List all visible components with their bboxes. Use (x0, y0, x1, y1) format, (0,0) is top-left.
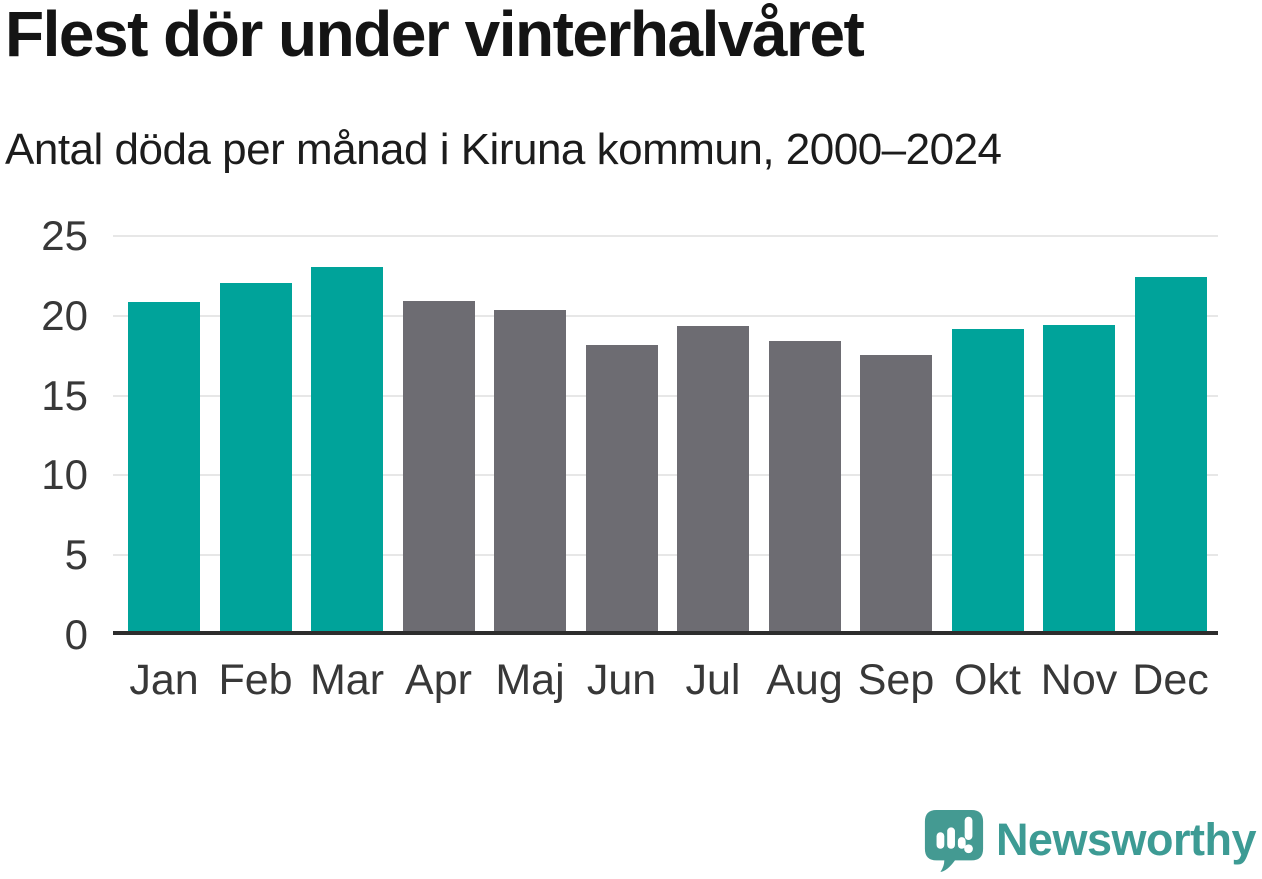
x-tick-label-dec: Dec (1132, 656, 1209, 704)
y-tick-label-0: 0 (64, 611, 88, 658)
gridline-10 (113, 474, 1218, 477)
newsworthy-logo-icon (924, 809, 984, 872)
x-tick-label-jul: Jul (685, 656, 741, 704)
gridline-5 (113, 554, 1218, 557)
gridline-15 (113, 394, 1218, 397)
bar-aug (768, 340, 841, 631)
bar-sep (860, 354, 932, 631)
brand-footer: Newsworthy (922, 807, 1257, 873)
x-tick-label-maj: Maj (495, 656, 565, 704)
chart-subtitle: Antal döda per månad i Kiruna kommun, 20… (5, 125, 1002, 174)
x-tick-label-nov: Nov (1040, 656, 1118, 704)
y-tick-label-5: 5 (64, 531, 88, 579)
y-tick-label-20: 20 (41, 291, 88, 339)
x-tick-label-okt: Okt (954, 656, 1021, 704)
y-tick-label-10: 10 (41, 451, 88, 499)
bar-jan (128, 302, 200, 631)
x-tick-label-sep: Sep (857, 656, 935, 704)
brand-name: Newsworthy (995, 814, 1257, 865)
bar-jun (585, 345, 658, 631)
bar-okt (951, 329, 1024, 631)
bar-feb (219, 283, 292, 631)
x-tick-label-jun: Jun (586, 656, 657, 704)
x-tick-label-jan: Jan (129, 656, 199, 704)
gridline-25 (113, 235, 1218, 237)
plot-area (113, 235, 1218, 635)
x-tick-label-mar: Mar (309, 656, 385, 704)
bar-apr (402, 300, 475, 631)
chart-title: Flest dör under vinterhalvåret (5, 0, 865, 70)
x-tick-label-feb: Feb (218, 656, 293, 704)
bar-nov (1043, 324, 1115, 631)
y-tick-label-15: 15 (41, 371, 88, 419)
y-tick-label-25: 25 (41, 212, 88, 259)
bar-maj (494, 310, 566, 631)
bar-dec (1134, 276, 1207, 631)
gridline-20 (113, 314, 1218, 317)
bar-jul (677, 326, 749, 631)
x-tick-label-apr: Apr (405, 656, 472, 704)
bar-mar (311, 267, 383, 631)
x-tick-label-aug: Aug (766, 656, 843, 704)
